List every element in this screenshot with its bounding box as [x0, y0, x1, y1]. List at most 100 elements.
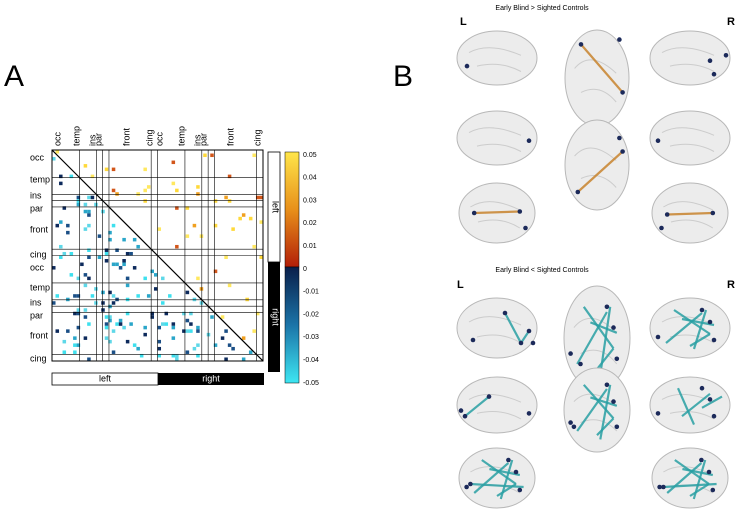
- node: [664, 212, 670, 217]
- matrix-cell: [210, 315, 214, 319]
- matrix-cell: [118, 318, 123, 323]
- matrix-cell: [220, 336, 225, 340]
- colorbar-tick-label: -0.05: [303, 380, 319, 387]
- panel-label: B: [393, 60, 413, 93]
- column-label: occ: [154, 131, 164, 146]
- matrix-cell: [115, 297, 119, 302]
- node: [571, 424, 577, 430]
- matrix-cell: [129, 251, 133, 256]
- matrix-cell: [73, 311, 77, 316]
- matrix-cell: [83, 209, 88, 214]
- bottom-label: right: [202, 373, 220, 383]
- matrix-cell: [196, 325, 200, 330]
- column-label: temp: [176, 126, 186, 146]
- matrix-cell: [108, 230, 112, 235]
- connection: [665, 312, 703, 344]
- node: [706, 469, 712, 475]
- row-label: par: [30, 310, 43, 320]
- matrix-cell: [62, 350, 67, 354]
- matrix-cell: [185, 234, 190, 238]
- matrix-cell: [171, 181, 176, 186]
- matrix-cell: [101, 290, 105, 295]
- matrix-cell: [87, 223, 91, 228]
- matrix-cell: [189, 311, 193, 316]
- matrix-cell: [108, 290, 112, 295]
- matrix-cell: [252, 244, 256, 249]
- matrix-cell: [55, 223, 60, 228]
- connection: [599, 384, 612, 440]
- matrix-cell: [115, 192, 119, 196]
- matrix-cell: [115, 322, 119, 326]
- brain-fold: [468, 394, 522, 420]
- matrix-cell: [132, 343, 137, 347]
- matrix-cell: [150, 311, 154, 316]
- node: [661, 484, 666, 490]
- colorbar-tick-label: -0.02: [303, 311, 319, 318]
- matrix-cell: [115, 262, 119, 267]
- matrix-cell: [66, 297, 70, 302]
- node: [517, 209, 523, 214]
- matrix-cell: [104, 251, 109, 256]
- matrix-cell: [55, 329, 60, 333]
- matrix-cell: [55, 294, 60, 298]
- node: [711, 413, 717, 419]
- node: [655, 138, 661, 143]
- brain: [651, 447, 729, 509]
- connection: [596, 417, 615, 436]
- brain-views: [456, 29, 731, 509]
- matrix-cell: [118, 322, 123, 326]
- matrix-cell: [157, 227, 162, 231]
- connection: [681, 392, 711, 418]
- node: [699, 457, 704, 463]
- matrix-cell: [83, 202, 88, 207]
- matrix-cell: [189, 329, 193, 333]
- matrix-cell: [125, 297, 130, 302]
- matrix-cell: [238, 216, 242, 221]
- matrix-cell: [199, 301, 204, 305]
- node: [614, 424, 620, 430]
- colorbar-tick-label: 0: [303, 266, 307, 273]
- matrix-cell: [97, 255, 102, 260]
- connection: [701, 395, 723, 409]
- matrix-cell: [104, 322, 109, 326]
- matrix-cell: [259, 255, 263, 260]
- column-label: front: [121, 127, 131, 146]
- matrix-cell: [73, 336, 77, 340]
- matrix-cell: [146, 185, 151, 189]
- node: [458, 408, 464, 413]
- hemisphere-label: R: [727, 279, 735, 291]
- matrix-cell: [76, 311, 81, 316]
- matrix-cell: [196, 185, 200, 189]
- matrix-cell: [125, 283, 130, 288]
- matrix-cell: [143, 332, 147, 337]
- matrix-cell: [150, 315, 154, 319]
- node: [617, 37, 622, 42]
- matrix-cell: [76, 325, 81, 330]
- matrix-cell: [175, 353, 179, 358]
- node: [699, 385, 705, 391]
- matrix-cell: [108, 318, 112, 323]
- matrix-cell: [164, 322, 169, 326]
- matrix-cell: [94, 287, 98, 291]
- brain-fold: [468, 47, 522, 72]
- hemisphere-label: L: [457, 279, 464, 291]
- matrix-cell: [104, 167, 109, 172]
- brain-fold: [574, 147, 617, 188]
- matrix-cell: [185, 329, 190, 333]
- matrix-cell: [111, 167, 116, 172]
- matrix-cell: [104, 325, 109, 330]
- matrix-cell: [111, 301, 116, 305]
- matrix-cell: [136, 294, 140, 298]
- matrix-cell: [87, 357, 91, 361]
- node: [707, 319, 713, 325]
- row-label: front: [30, 224, 49, 234]
- connection: [689, 333, 711, 347]
- matrix-cell: [210, 153, 214, 158]
- matrix-cell: [203, 153, 207, 158]
- matrix-cell: [76, 308, 81, 312]
- brain: [564, 29, 630, 127]
- node: [513, 469, 519, 475]
- matrix-cell: [252, 153, 256, 158]
- matrix-cell: [104, 336, 109, 340]
- matrix-cell: [213, 199, 218, 203]
